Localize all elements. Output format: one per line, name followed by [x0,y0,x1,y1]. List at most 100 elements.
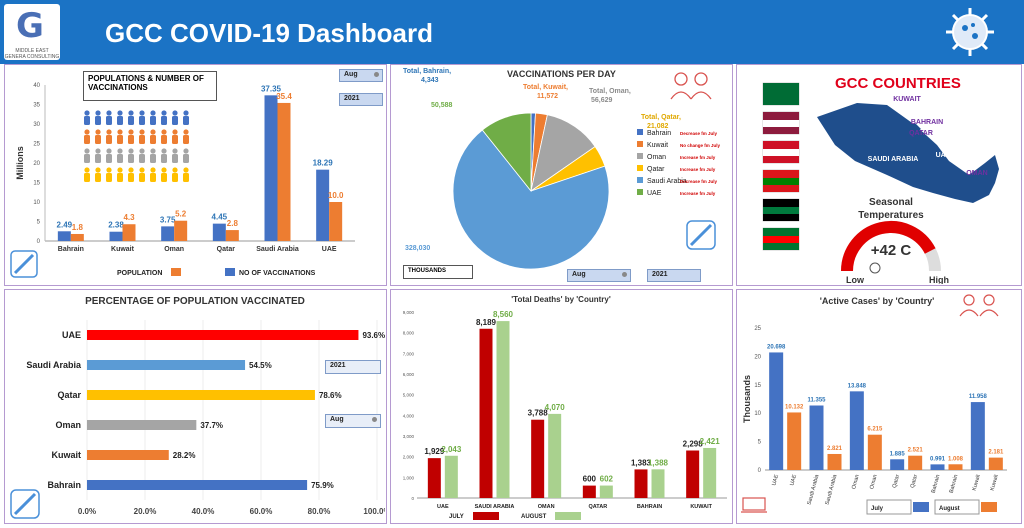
bar-qatar-july [890,459,905,470]
legend-august-label: AUGUST [521,514,547,520]
person-icon [128,116,134,125]
map-label-kuwait: KUWAIT [893,96,921,103]
person-icon [139,110,145,116]
category-label: Saudi Arabia [807,473,821,506]
data-label: 8,560 [493,310,514,319]
doctor-body [670,91,712,100]
pie-month-filter[interactable]: Aug [567,269,631,282]
data-label: 2,421 [700,437,721,446]
category-label: Qatar [910,474,919,489]
legend-note: Decrease fm July [680,131,718,136]
doctors-icon [670,72,712,100]
person-icon [128,148,134,154]
data-label: 602 [600,475,614,484]
legend-vaccinations-swatch [225,268,235,276]
person-icon [84,154,90,163]
pie-year-filter[interactable]: 2021 [647,269,701,282]
legend-note: Increase fm July [680,191,716,196]
y-tick-label: 3,000 [403,434,415,439]
bar-uae-population [329,202,343,241]
dashboard-header: G MIDDLE EAST GENERA CONSULTING GCC COVI… [0,0,1024,64]
data-label: 20.698 [767,344,786,350]
bar-qatar-august [908,455,923,470]
pie-label-kuwait-value: 11,572 [537,93,558,100]
legend-label: Saudi Arabia [647,178,687,185]
percentage-year-filter[interactable]: 2021 [325,360,381,374]
category-label: UAE [62,330,81,340]
active-cases-panel: 'Active Cases' by 'Country' 0 5 10 15 20 25 Tho… [736,289,1022,524]
person-icon [183,173,189,182]
person-icon [183,110,189,116]
year-filter[interactable]: 2021 [339,93,383,106]
person-icon [95,129,101,135]
person-icon [95,116,101,125]
data-label: 1.8 [72,223,84,232]
person-icon [183,129,189,135]
x-tick-label: 20.0% [134,507,157,516]
person-icon [128,110,134,116]
legend-swatch [637,177,643,183]
data-label: 35.4 [276,92,292,101]
category-label: Kuwait [990,474,1000,492]
y-tick-label: 0 [758,468,762,474]
person-icon [172,167,178,173]
syringe-icon-body [13,253,35,275]
person-icon [84,167,90,173]
bar-kuwait-population [122,224,136,241]
bar-kuwait-august [988,457,1003,470]
data-label: 2.181 [988,450,1004,456]
bar-qatar [87,390,315,400]
flag-bahrain-stripe [763,149,799,156]
person-icon [84,116,90,125]
legend-population-swatch [171,268,181,276]
y-tick-label: 15 [754,383,761,389]
person-icon [150,167,156,173]
data-label: 10.0 [328,191,344,200]
data-label: 13.848 [848,383,867,389]
category-label: Oman [164,246,184,253]
x-tick-label: 40.0% [192,507,215,516]
person-icon [183,116,189,125]
pie-label-oman-value: 56,629 [591,97,613,104]
legend-swatch [637,129,643,135]
y-tick-label: 2,000 [403,455,415,460]
data-label: 10.132 [785,404,804,410]
syringe-icon-frame [10,250,38,278]
bar-kuwait-july [970,402,985,470]
person-icon [183,148,189,154]
pie-month-filter-value: Aug [572,271,586,278]
data-label: 18.29 [313,159,334,168]
bar-qatar-august [599,485,613,498]
person-icon [150,154,156,163]
data-label: 4.45 [212,213,228,222]
person-icon [95,148,101,154]
data-label: 5.2 [175,210,187,219]
legend-label: Kuwait [647,142,668,149]
bar-saudi-arabia-july [479,328,493,498]
legend-note: No change fm July [680,143,721,148]
pie-label-bahrain-value: 4,343 [421,77,439,84]
person-icon [183,135,189,144]
data-label: 75.9% [311,481,334,490]
syringe-icon-body [13,492,37,516]
vaccinations-pie-chart: Total, Bahrain, 4,343 Total, Kuwait, 11,572… [403,68,721,270]
month-filter[interactable]: Aug [339,69,383,82]
doctors-icon [959,294,999,317]
bar-oman-august [867,434,882,470]
person-icon [161,135,167,144]
x-tick-label: 0.0% [78,507,96,516]
person-icon [117,167,123,173]
thousands-units-box: THOUSANDS [403,265,473,279]
person-icon [172,110,178,116]
bar-oman [87,420,197,430]
person-icon [139,167,145,173]
person-icon [95,167,101,173]
bar-saudi-arabia [87,360,246,370]
person-icon [161,173,167,182]
y-tick-label: 5 [37,220,41,226]
countries-title: GCC COUNTRIES [835,75,961,92]
data-label: 93.6% [362,331,385,340]
deaths-title: 'Total Deaths' by 'Country' [511,295,611,304]
percentage-month-filter[interactable]: Aug [325,414,381,428]
data-label: 54.5% [249,361,272,370]
